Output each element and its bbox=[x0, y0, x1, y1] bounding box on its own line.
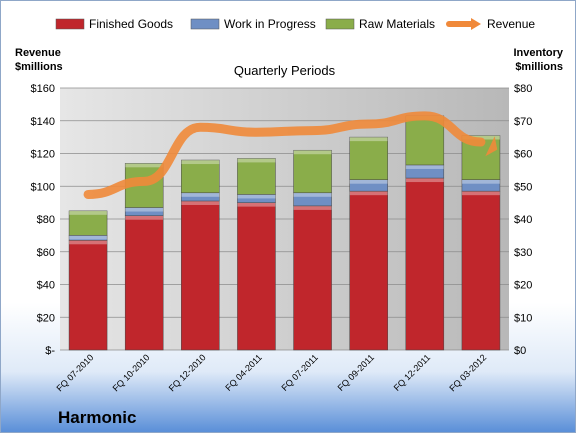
right-tick-label: $0 bbox=[514, 345, 526, 357]
revenue-line bbox=[83, 111, 498, 199]
bar-highlight-2-3 bbox=[237, 158, 276, 163]
right-tick-label: $70 bbox=[514, 116, 532, 128]
bar-segment-2-3 bbox=[237, 158, 276, 195]
bar-segment-2-2 bbox=[181, 159, 220, 194]
bar-highlight-0-4 bbox=[293, 205, 332, 210]
bar-highlight-2-5 bbox=[349, 137, 388, 142]
bar-highlight-1-3 bbox=[237, 194, 276, 199]
left-axis-title-line1: Revenue bbox=[15, 47, 61, 59]
bar-highlight-0-5 bbox=[349, 191, 388, 196]
bar-highlight-1-4 bbox=[293, 192, 332, 197]
bar-segment-2-6 bbox=[405, 115, 445, 166]
bar-segment-2-5 bbox=[349, 136, 388, 180]
bar-highlight-1-5 bbox=[349, 179, 388, 184]
left-axis-ticks: $- $20 $40 $60 $80 $100 $120 $140 $160 bbox=[31, 83, 56, 357]
bar-highlight-2-7 bbox=[461, 135, 500, 140]
right-axis-ticks: $0 $10 $20 $30 $40 $50 $60 $70 $80 bbox=[514, 83, 532, 357]
legend-swatch-1 bbox=[190, 18, 220, 30]
revenue-line-path bbox=[83, 111, 486, 199]
x-tick-label: FQ 12-2010 bbox=[167, 352, 208, 393]
x-tick-label: FQ 07-2010 bbox=[54, 352, 95, 393]
bar-highlight-0-1 bbox=[125, 215, 164, 220]
bar-highlight-1-1 bbox=[125, 207, 164, 212]
left-tick-label: $140 bbox=[31, 116, 55, 128]
bar-highlight-0-0 bbox=[69, 240, 108, 245]
left-axis-title-line2: $millions bbox=[15, 61, 63, 73]
bar-highlight-2-4 bbox=[293, 150, 332, 155]
bar-highlight-1-6 bbox=[405, 164, 444, 169]
x-tick-label: FQ 09-2011 bbox=[336, 352, 377, 393]
bar-highlight-0-3 bbox=[237, 202, 276, 207]
bar-segment-2-4 bbox=[293, 149, 332, 194]
bar-highlight-1-7 bbox=[461, 179, 500, 184]
bar-segment-0-3 bbox=[237, 202, 276, 351]
legend-label-1: Work in Progress bbox=[224, 17, 316, 31]
legend-swatch-0 bbox=[55, 18, 85, 30]
left-tick-label: $80 bbox=[37, 214, 55, 226]
right-tick-label: $40 bbox=[514, 214, 532, 226]
bar-highlight-0-6 bbox=[405, 178, 444, 183]
right-tick-label: $80 bbox=[514, 83, 532, 95]
left-tick-label: $20 bbox=[37, 312, 55, 324]
bar-segment-0-0 bbox=[68, 240, 108, 351]
right-axis-title-line1: Inventory bbox=[513, 47, 563, 59]
bar-highlight-0-7 bbox=[461, 191, 500, 196]
bar-segment-0-2 bbox=[181, 200, 220, 351]
left-tick-label: $100 bbox=[31, 181, 55, 193]
left-tick-label: $- bbox=[45, 345, 55, 357]
x-tick-label: FQ 04-2011 bbox=[223, 352, 264, 393]
company-name: Harmonic bbox=[58, 408, 136, 427]
bar-highlight-2-2 bbox=[181, 160, 220, 165]
legend-label-0: Finished Goods bbox=[89, 17, 173, 31]
right-axis-title-line2: $millions bbox=[515, 61, 563, 73]
right-tick-label: $10 bbox=[514, 312, 532, 324]
revenue-arrowhead-icon bbox=[485, 136, 498, 157]
chart-title: Quarterly Periods bbox=[234, 63, 336, 78]
x-tick-label: FQ 03-2012 bbox=[447, 352, 488, 393]
right-tick-label: $50 bbox=[514, 181, 532, 193]
bar-segment-0-1 bbox=[124, 215, 164, 351]
right-tick-label: $60 bbox=[514, 149, 532, 161]
bar-segment-2-0 bbox=[68, 210, 108, 236]
right-tick-label: $20 bbox=[514, 280, 532, 292]
left-tick-label: $120 bbox=[31, 149, 55, 161]
left-tick-label: $40 bbox=[37, 280, 55, 292]
left-tick-label: $160 bbox=[31, 83, 55, 95]
bar-highlight-1-2 bbox=[181, 192, 220, 197]
x-tick-label: FQ 10-2010 bbox=[111, 352, 152, 393]
legend: Finished Goods Work in Progress Raw Materi… bbox=[55, 17, 535, 31]
bar-highlight-2-1 bbox=[125, 163, 164, 168]
bar-segment-0-6 bbox=[405, 177, 445, 351]
legend-label-2: Raw Materials bbox=[359, 17, 435, 31]
legend-arrow-icon bbox=[471, 18, 481, 30]
x-tick-label: FQ 07-2011 bbox=[279, 352, 320, 393]
legend-swatch-2 bbox=[325, 18, 355, 30]
bar-segment-0-7 bbox=[461, 190, 501, 351]
bar-highlight-0-2 bbox=[181, 200, 220, 205]
bar-highlight-1-0 bbox=[69, 235, 108, 240]
x-axis-ticks: FQ 07-2010 FQ 10-2010 FQ 12-2010 FQ 04-2011… bbox=[54, 352, 488, 393]
bar-highlight-2-0 bbox=[69, 210, 108, 215]
bar-segment-0-4 bbox=[293, 205, 332, 351]
legend-label-3: Revenue bbox=[487, 17, 535, 31]
bar-segment-0-5 bbox=[349, 190, 388, 351]
left-tick-label: $60 bbox=[37, 247, 55, 259]
right-tick-label: $30 bbox=[514, 247, 532, 259]
x-tick-label: FQ 12-2011 bbox=[392, 352, 433, 393]
